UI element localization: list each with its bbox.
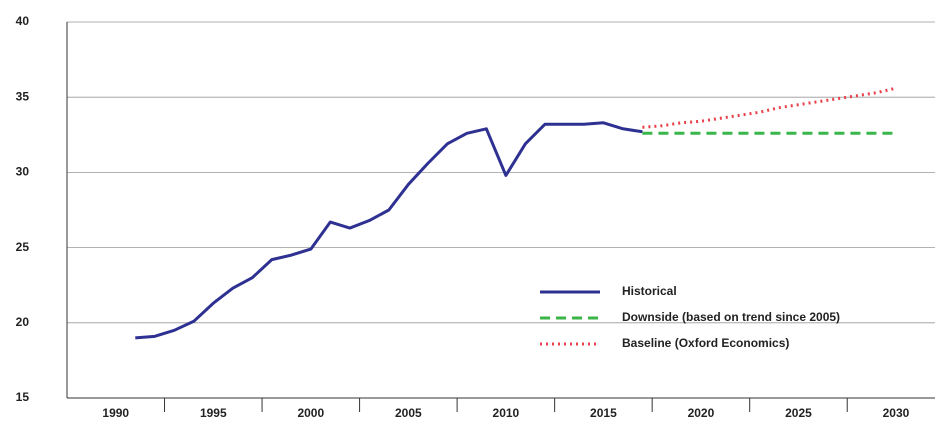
x-tick-label: 2025 (785, 406, 812, 420)
x-tick-label: 2030 (883, 406, 910, 420)
y-tick-label: 25 (16, 240, 30, 254)
y-tick-label: 15 (16, 390, 30, 404)
x-tick-label: 1990 (102, 406, 129, 420)
legend-label: Historical (622, 284, 677, 298)
y-tick-label: 30 (16, 165, 30, 179)
x-tick-label: 2000 (297, 406, 324, 420)
y-tick-label: 35 (16, 89, 30, 103)
series-line (642, 86, 897, 129)
x-tick-label: 2005 (395, 406, 422, 420)
y-tick-label: 40 (16, 14, 30, 28)
x-tick-label: 2015 (590, 406, 617, 420)
legend-label: Baseline (Oxford Economics) (622, 336, 789, 350)
x-tick-label: 2010 (493, 406, 520, 420)
series-line (135, 121, 643, 340)
x-tick-label: 1995 (200, 406, 227, 420)
x-tick-label: 2020 (688, 406, 715, 420)
legend-label: Downside (based on trend since 2005) (622, 310, 840, 324)
y-tick-label: 20 (16, 315, 30, 329)
